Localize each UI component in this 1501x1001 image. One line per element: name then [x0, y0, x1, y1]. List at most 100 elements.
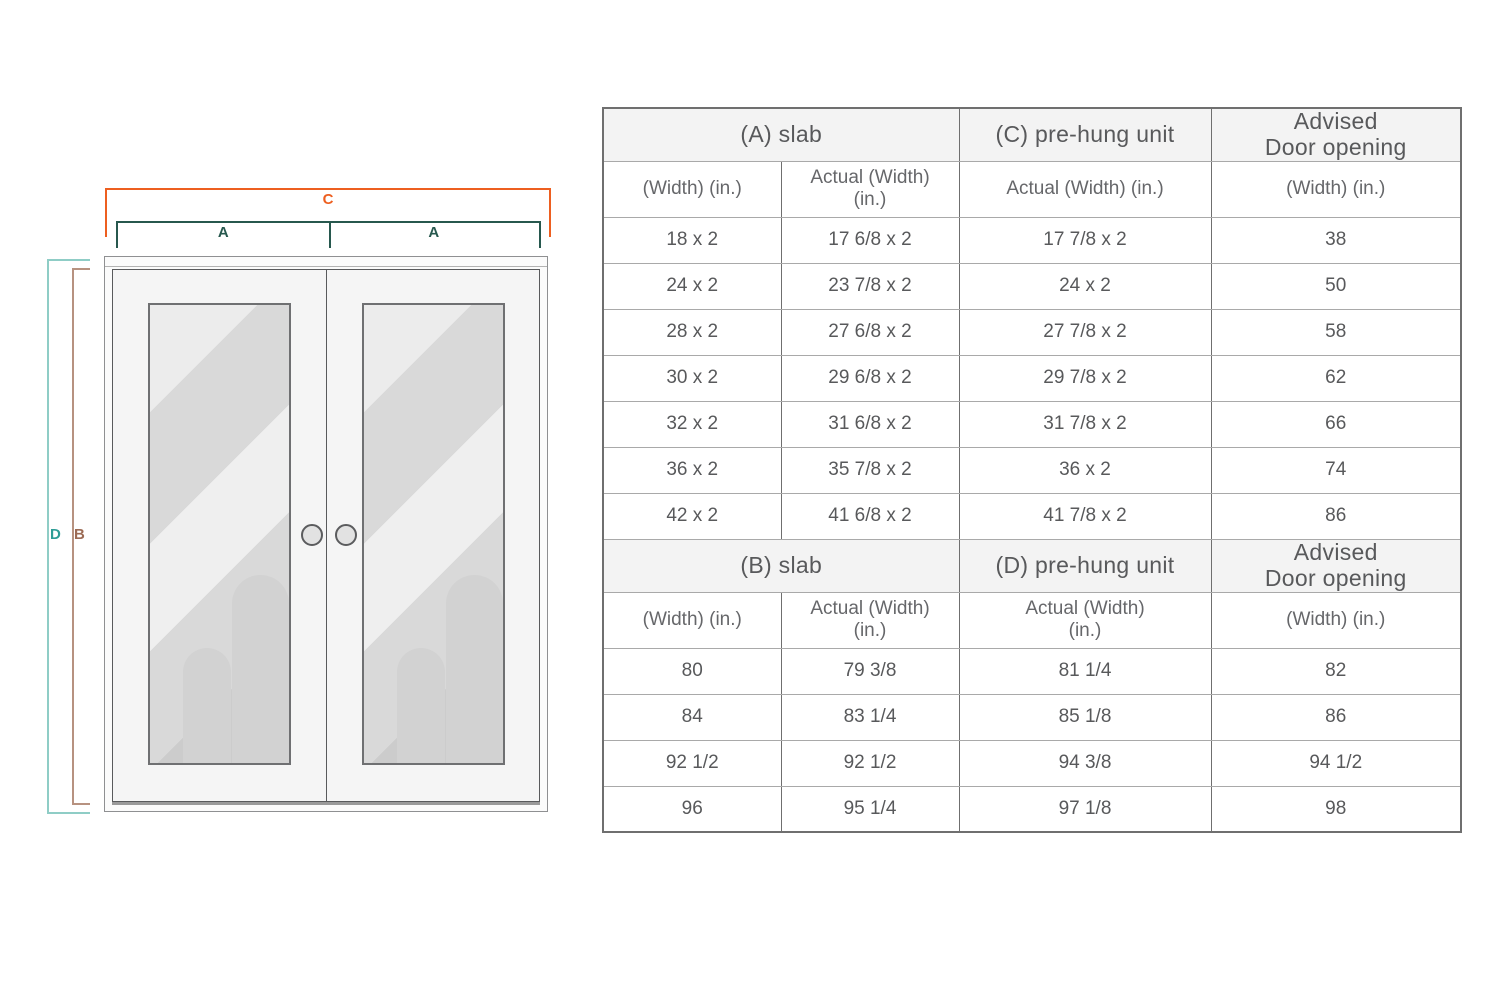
slab-actual-width-cell: 31 6/8 x 2 [780, 400, 960, 448]
slab-width-cell: 80 [602, 647, 782, 695]
slab-width-cell: 96 [602, 785, 782, 833]
section-a-body: 18 x 2 17 6/8 x 2 17 7/8 x 2 38 24 x 2 2… [602, 216, 1462, 540]
subheader-row-a: (Width) (in.) Actual (Width) (in.) Actua… [602, 160, 1462, 218]
header-c-prehung: (C) pre-hung unit [958, 107, 1212, 162]
prehung-actual-width-cell: 36 x 2 [958, 446, 1212, 494]
advised-opening-cell: 62 [1210, 354, 1462, 402]
dimension-label-a-left: A [217, 224, 229, 241]
door-slab-right [326, 269, 540, 802]
subheader-actual-width: Actual (Width) (in.) [780, 591, 960, 649]
slab-width-cell: 84 [602, 693, 782, 741]
dimension-label-a-right: A [428, 224, 440, 241]
subheader-row-b: (Width) (in.) Actual (Width) (in.) Actua… [602, 591, 1462, 649]
slab-width-cell: 36 x 2 [602, 446, 782, 494]
subheader-width: (Width) (in.) [1210, 160, 1462, 218]
advised-opening-cell: 94 1/2 [1210, 739, 1462, 787]
slab-width-cell: 18 x 2 [602, 216, 782, 264]
table-row: 36 x 2 35 7/8 x 2 36 x 2 74 [602, 446, 1462, 494]
advised-opening-cell: 86 [1210, 492, 1462, 540]
prehung-actual-width-cell: 85 1/8 [958, 693, 1212, 741]
advised-opening-cell: 86 [1210, 693, 1462, 741]
slab-actual-width-cell: 27 6/8 x 2 [780, 308, 960, 356]
door-glass-panel-left [148, 303, 291, 765]
section-header-row-a: (A) slab (C) pre-hung unit Advised Door … [602, 107, 1462, 162]
advised-opening-cell: 38 [1210, 216, 1462, 264]
door-sill [112, 802, 540, 805]
section-a-headers: (A) slab (C) pre-hung unit Advised Door … [602, 107, 1462, 218]
door-frame-header [105, 266, 547, 267]
table-row: 30 x 2 29 6/8 x 2 29 7/8 x 2 62 [602, 354, 1462, 402]
header-a-slab: (A) slab [602, 107, 960, 162]
advised-opening-cell: 98 [1210, 785, 1462, 833]
table-row: 80 79 3/8 81 1/4 82 [602, 647, 1462, 695]
dimension-bracket-c: C [105, 188, 551, 237]
subheader-width: (Width) (in.) [1210, 591, 1462, 649]
table-row: 96 95 1/4 97 1/8 98 [602, 785, 1462, 833]
glass-reflection-shape [232, 575, 289, 763]
dimension-bracket-b [72, 268, 90, 805]
slab-width-cell: 32 x 2 [602, 400, 782, 448]
dimension-label-d: D [50, 526, 61, 543]
advised-opening-cell: 58 [1210, 308, 1462, 356]
slab-actual-width-cell: 79 3/8 [780, 647, 960, 695]
slab-width-cell: 30 x 2 [602, 354, 782, 402]
slab-width-cell: 42 x 2 [602, 492, 782, 540]
table-row: 42 x 2 41 6/8 x 2 41 7/8 x 2 86 [602, 492, 1462, 540]
door-slab-left [112, 269, 327, 802]
advised-opening-cell: 50 [1210, 262, 1462, 310]
section-header-row-b: (B) slab (D) pre-hung unit Advised Door … [602, 538, 1462, 593]
header-b-slab: (B) slab [602, 538, 960, 593]
slab-width-cell: 24 x 2 [602, 262, 782, 310]
advised-opening-cell: 74 [1210, 446, 1462, 494]
bracket-a-middle-tick [328, 223, 331, 248]
prehung-actual-width-cell: 24 x 2 [958, 262, 1212, 310]
dimension-bracket-d [47, 259, 90, 814]
slab-actual-width-cell: 23 7/8 x 2 [780, 262, 960, 310]
table-row: 28 x 2 27 6/8 x 2 27 7/8 x 2 58 [602, 308, 1462, 356]
subheader-width: (Width) (in.) [602, 591, 782, 649]
header-advised-opening: Advised Door opening [1210, 538, 1462, 593]
table-row: 32 x 2 31 6/8 x 2 31 7/8 x 2 66 [602, 400, 1462, 448]
dimension-bracket-a: A A [116, 221, 541, 248]
prehung-actual-width-cell: 17 7/8 x 2 [958, 216, 1212, 264]
prehung-actual-width-cell: 81 1/4 [958, 647, 1212, 695]
subheader-actual-width: Actual (Width) (in.) [958, 591, 1212, 649]
table-row: 18 x 2 17 6/8 x 2 17 7/8 x 2 38 [602, 216, 1462, 264]
door-glass-panel-right [362, 303, 505, 765]
slab-actual-width-cell: 41 6/8 x 2 [780, 492, 960, 540]
slab-actual-width-cell: 29 6/8 x 2 [780, 354, 960, 402]
advised-opening-cell: 66 [1210, 400, 1462, 448]
glass-reflection-shape [183, 648, 231, 763]
subheader-actual-width: Actual (Width) (in.) [780, 160, 960, 218]
glass-reflection-shape [446, 575, 503, 763]
table-row: 84 83 1/4 85 1/8 86 [602, 693, 1462, 741]
door-knob-left [301, 524, 323, 546]
advised-opening-cell: 82 [1210, 647, 1462, 695]
prehung-actual-width-cell: 29 7/8 x 2 [958, 354, 1212, 402]
table-row: 92 1/2 92 1/2 94 3/8 94 1/2 [602, 739, 1462, 787]
slab-actual-width-cell: 83 1/4 [780, 693, 960, 741]
prehung-actual-width-cell: 97 1/8 [958, 785, 1212, 833]
prehung-actual-width-cell: 94 3/8 [958, 739, 1212, 787]
slab-width-cell: 92 1/2 [602, 739, 782, 787]
header-advised-opening: Advised Door opening [1210, 107, 1462, 162]
prehung-actual-width-cell: 41 7/8 x 2 [958, 492, 1212, 540]
prehung-actual-width-cell: 31 7/8 x 2 [958, 400, 1212, 448]
table-row: 24 x 2 23 7/8 x 2 24 x 2 50 [602, 262, 1462, 310]
section-b-body: 80 79 3/8 81 1/4 82 84 83 1/4 85 1/8 86 … [602, 647, 1462, 833]
door-knob-right [335, 524, 357, 546]
slab-actual-width-cell: 17 6/8 x 2 [780, 216, 960, 264]
prehung-actual-width-cell: 27 7/8 x 2 [958, 308, 1212, 356]
glass-reflection-shape [397, 648, 445, 763]
double-door-illustration [104, 256, 548, 812]
slab-width-cell: 28 x 2 [602, 308, 782, 356]
slab-actual-width-cell: 35 7/8 x 2 [780, 446, 960, 494]
dimension-label-c: C [322, 191, 334, 208]
slab-actual-width-cell: 92 1/2 [780, 739, 960, 787]
dimension-label-b: B [74, 526, 85, 543]
subheader-actual-width: Actual (Width) (in.) [958, 160, 1212, 218]
section-b-headers: (B) slab (D) pre-hung unit Advised Door … [602, 538, 1462, 649]
door-size-table: (A) slab (C) pre-hung unit Advised Door … [602, 107, 1462, 833]
header-d-prehung: (D) pre-hung unit [958, 538, 1212, 593]
